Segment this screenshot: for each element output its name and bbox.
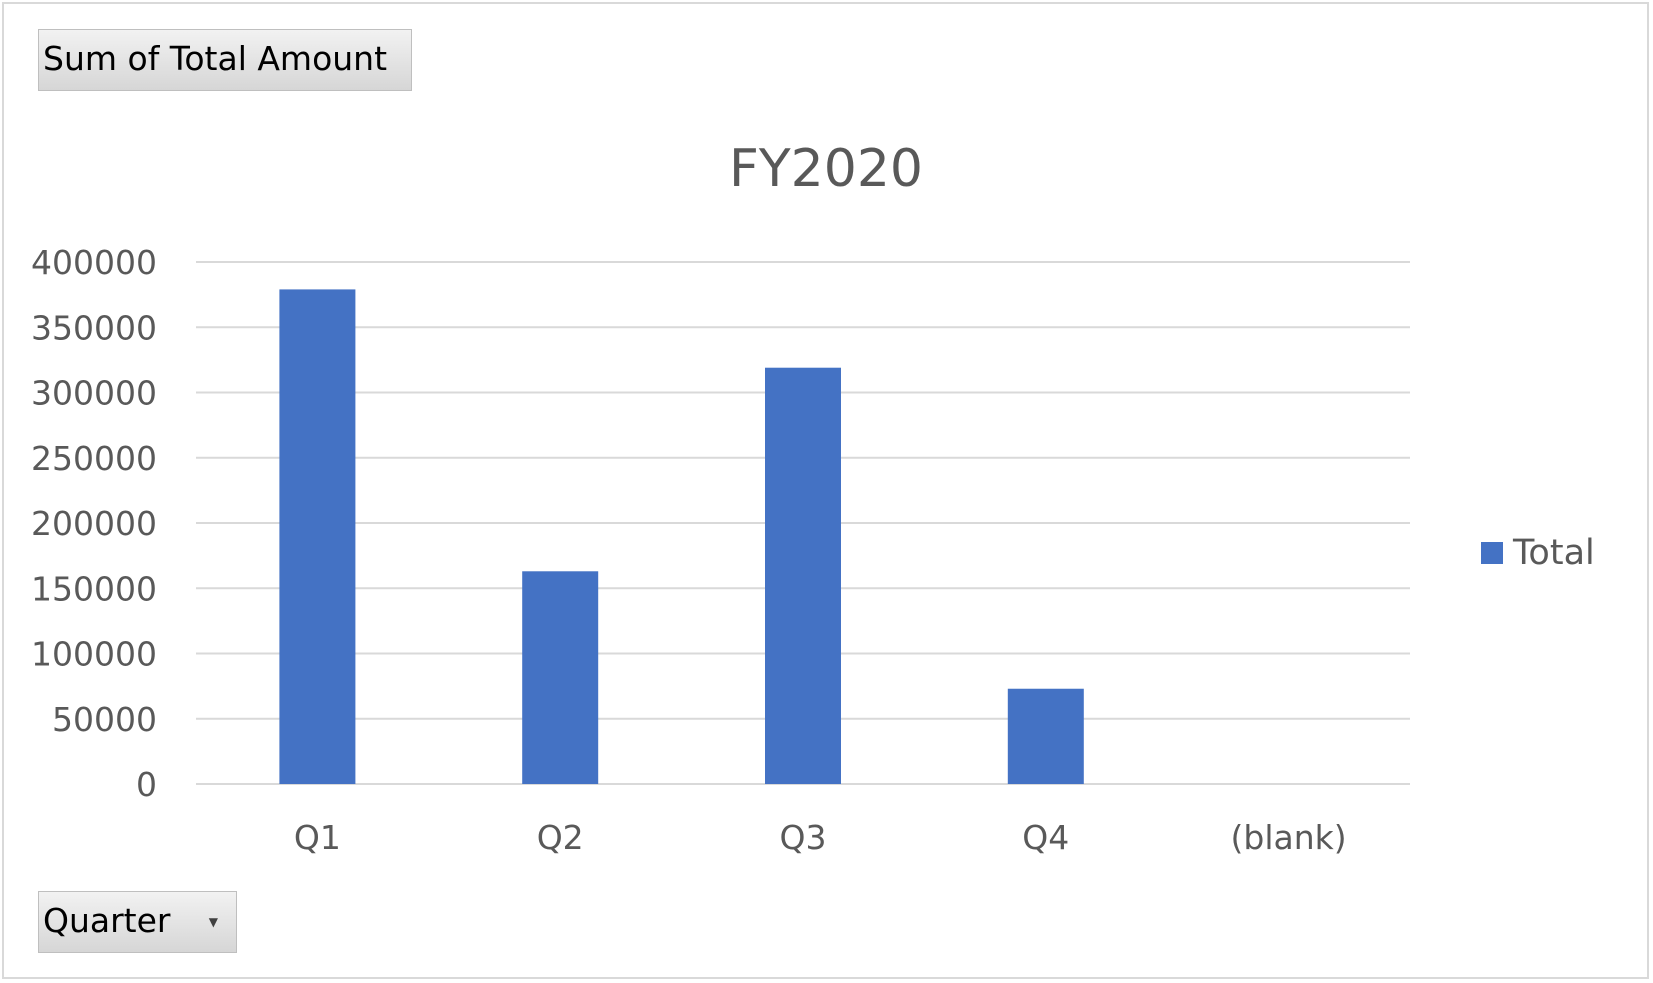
y-tick-label: 50000 <box>52 700 157 739</box>
x-tick-label: Q4 <box>1022 818 1069 857</box>
legend: Total <box>1481 533 1595 573</box>
value-field-button[interactable]: Sum of Total Amount <box>38 29 412 91</box>
x-tick-label: (blank) <box>1231 818 1347 857</box>
quarter-filter-button[interactable]: Quarter ▼ <box>38 891 237 953</box>
y-tick-label: 200000 <box>31 504 157 543</box>
bar-q3[interactable] <box>765 367 841 784</box>
y-tick-label: 150000 <box>31 569 157 608</box>
bar-q2[interactable] <box>522 571 599 784</box>
dropdown-arrow-icon[interactable]: ▼ <box>208 915 218 929</box>
legend-label-total: Total <box>1512 533 1595 573</box>
x-axis-ticks: Q1 Q2 Q3 Q4 (blank) <box>294 818 1347 857</box>
y-axis-ticks: 0 50000 100000 150000 200000 250000 300000 3500… <box>31 243 157 804</box>
y-tick-label: 100000 <box>31 635 157 674</box>
bars <box>279 289 1084 784</box>
y-tick-label: 0 <box>136 765 157 804</box>
y-tick-label: 250000 <box>31 439 157 478</box>
y-tick-label: 300000 <box>31 374 157 413</box>
y-tick-label: 350000 <box>31 308 157 347</box>
y-tick-label: 400000 <box>31 243 157 282</box>
bar-q1[interactable] <box>279 289 356 784</box>
x-tick-label: Q2 <box>537 818 584 857</box>
x-tick-label: Q3 <box>780 818 827 857</box>
bar-q4[interactable] <box>1007 688 1084 784</box>
legend-swatch-total <box>1481 542 1503 564</box>
quarter-filter-label: Quarter <box>43 901 171 940</box>
value-field-label: Sum of Total Amount <box>43 39 388 78</box>
chart-title: FY2020 <box>729 139 923 199</box>
x-tick-label: Q1 <box>294 818 341 857</box>
